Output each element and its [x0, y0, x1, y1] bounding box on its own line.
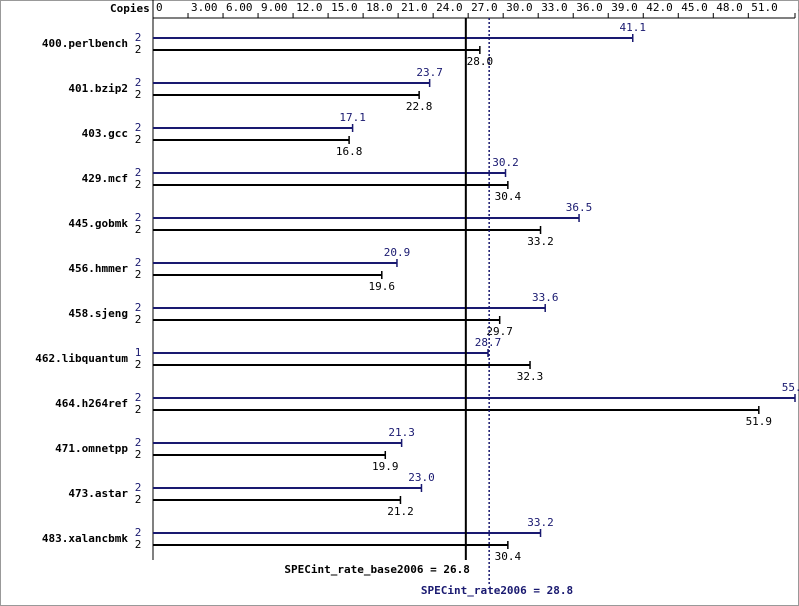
value-label: 30.4 [495, 550, 522, 563]
value-label: 23.7 [416, 66, 443, 79]
x-tick-label: 24.0 [436, 1, 463, 14]
value-label: 21.3 [388, 426, 415, 439]
copies-label: 2 [135, 121, 142, 134]
benchmark-label: 400.perlbench [42, 37, 128, 50]
x-tick-label: 12.0 [296, 1, 323, 14]
copies-label: 2 [135, 211, 142, 224]
copies-label: 2 [135, 493, 142, 506]
copies-label: 2 [135, 481, 142, 494]
x-tick-label: 30.0 [506, 1, 533, 14]
x-tick-label: 9.00 [261, 1, 288, 14]
benchmark-label: 401.bzip2 [68, 82, 128, 95]
value-label: 41.1 [619, 21, 646, 34]
x-tick-label: 48.0 [716, 1, 743, 14]
benchmark-label: 456.hmmer [68, 262, 128, 275]
x-tick-label: 39.0 [611, 1, 638, 14]
x-tick-label: 3.00 [191, 1, 218, 14]
copies-label: 2 [135, 88, 142, 101]
benchmark-label: 429.mcf [82, 172, 128, 185]
value-label: 19.9 [372, 460, 399, 473]
copies-label: 2 [135, 526, 142, 539]
copies-label: 2 [135, 313, 142, 326]
value-label: 23.0 [408, 471, 435, 484]
value-label: 19.6 [369, 280, 396, 293]
value-label: 17.1 [339, 111, 366, 124]
value-label: 21.2 [387, 505, 414, 518]
benchmark-label: 483.xalancbmk [42, 532, 128, 545]
value-label: 51.9 [746, 415, 773, 428]
x-tick-label: 0 [156, 1, 163, 14]
reference-label: SPECint_rate2006 = 28.8 [421, 584, 573, 597]
copies-label: 2 [135, 256, 142, 269]
value-label: 30.4 [495, 190, 522, 203]
benchmark-label: 464.h264ref [55, 397, 128, 410]
x-tick-label: 21.0 [401, 1, 428, 14]
copies-label: 2 [135, 166, 142, 179]
value-label: 33.6 [532, 291, 559, 304]
x-tick-label: 51.0 [751, 1, 778, 14]
copies-label: 2 [135, 223, 142, 236]
copies-label: 2 [135, 133, 142, 146]
value-label: 20.9 [384, 246, 411, 259]
copies-header: Copies [110, 2, 150, 15]
copies-label: 2 [135, 448, 142, 461]
value-label: 33.2 [527, 235, 554, 248]
x-tick-label: 18.0 [366, 1, 393, 14]
copies-label: 2 [135, 436, 142, 449]
value-label: 36.5 [566, 201, 593, 214]
copies-label: 1 [135, 346, 142, 359]
copies-label: 2 [135, 391, 142, 404]
value-label: 29.7 [486, 325, 513, 338]
copies-label: 2 [135, 43, 142, 56]
value-label: 16.8 [336, 145, 363, 158]
copies-label: 2 [135, 358, 142, 371]
value-label: 28.0 [467, 55, 494, 68]
benchmark-label: 458.sjeng [68, 307, 128, 320]
benchmark-label: 445.gobmk [68, 217, 128, 230]
copies-label: 2 [135, 178, 142, 191]
copies-label: 2 [135, 538, 142, 551]
value-label: 33.2 [527, 516, 554, 529]
copies-label: 2 [135, 403, 142, 416]
x-tick-label: 6.00 [226, 1, 253, 14]
x-tick-label: 15.0 [331, 1, 358, 14]
x-tick-label: 45.0 [681, 1, 708, 14]
copies-label: 2 [135, 268, 142, 281]
value-label: 55.0 [782, 381, 799, 394]
x-tick-label: 27.0 [471, 1, 498, 14]
benchmark-label: 462.libquantum [35, 352, 128, 365]
benchmark-label: 473.astar [68, 487, 128, 500]
reference-label: SPECint_rate_base2006 = 26.8 [284, 563, 469, 576]
x-tick-label: 33.0 [541, 1, 568, 14]
value-label: 30.2 [492, 156, 519, 169]
copies-label: 2 [135, 301, 142, 314]
value-label: 32.3 [517, 370, 544, 383]
benchmark-label: 471.omnetpp [55, 442, 128, 455]
value-label: 22.8 [406, 100, 433, 113]
copies-label: 2 [135, 76, 142, 89]
x-tick-label: 42.0 [646, 1, 673, 14]
benchmark-label: 403.gcc [82, 127, 128, 140]
value-label: 28.7 [475, 336, 502, 349]
copies-label: 2 [135, 31, 142, 44]
x-tick-label: 36.0 [576, 1, 603, 14]
